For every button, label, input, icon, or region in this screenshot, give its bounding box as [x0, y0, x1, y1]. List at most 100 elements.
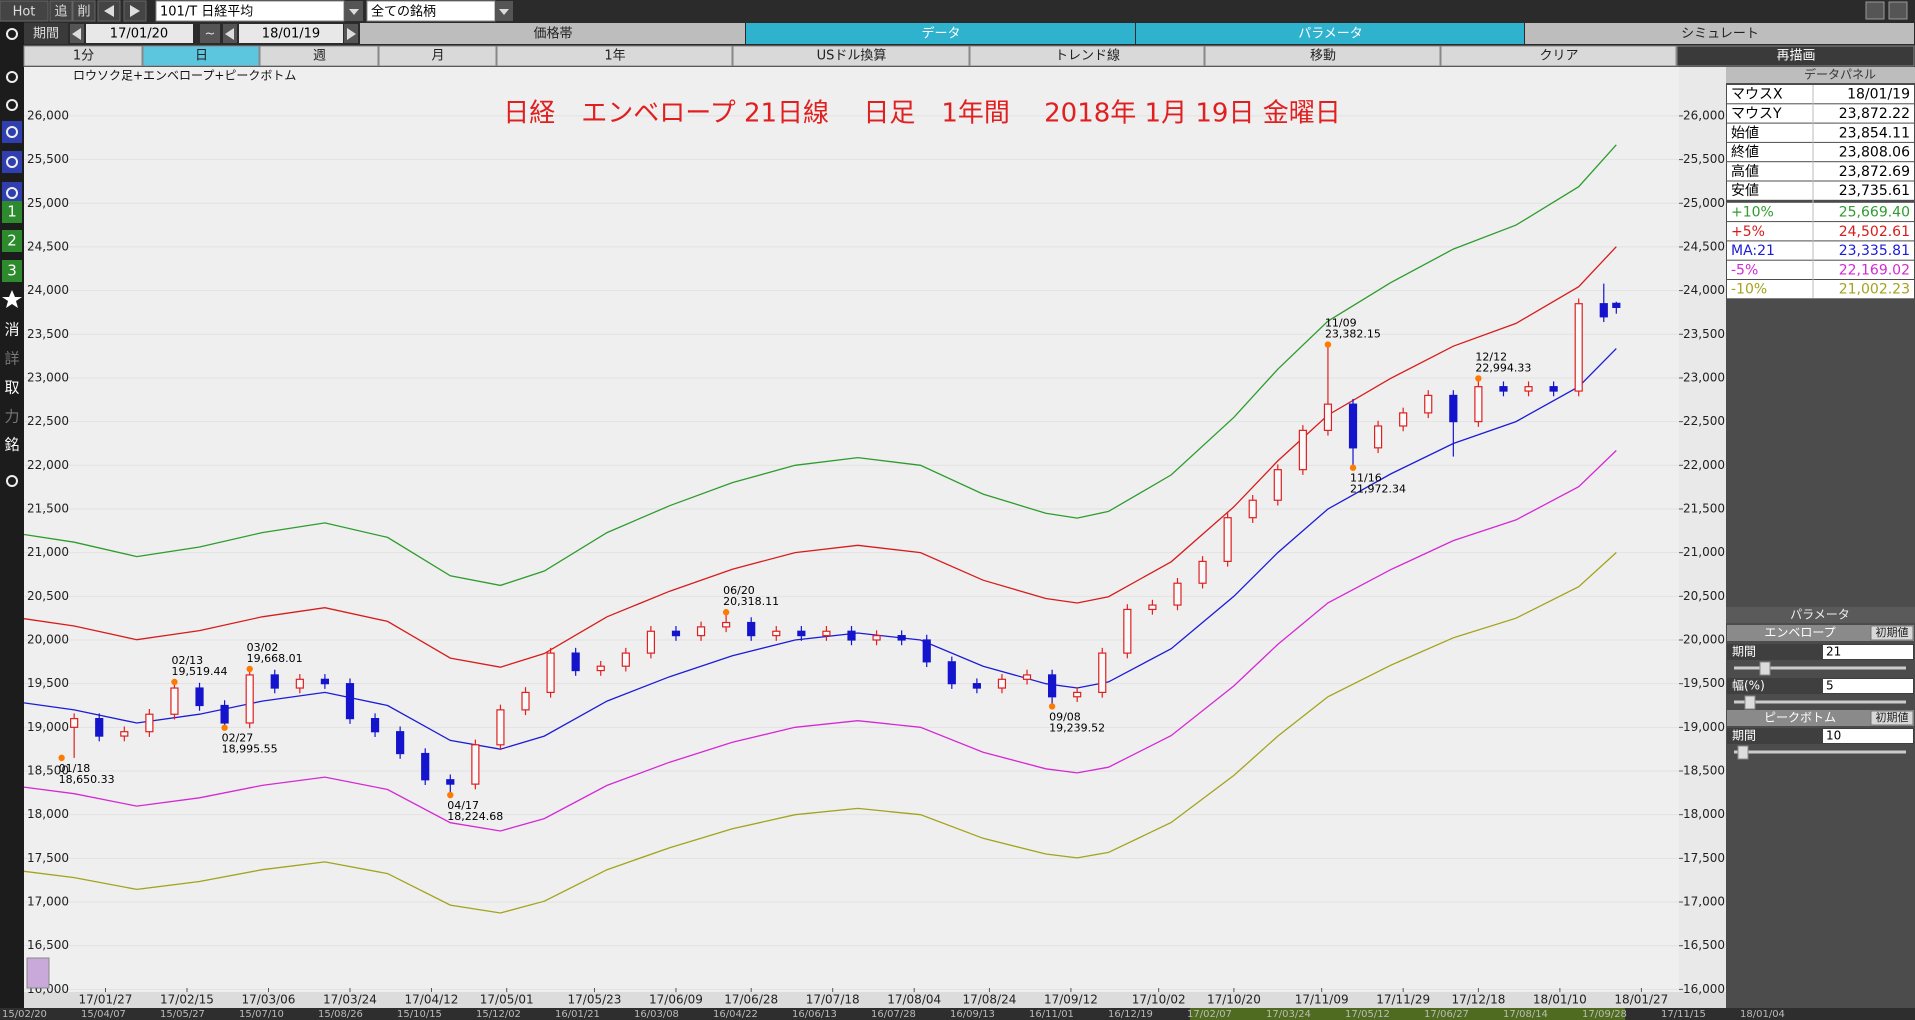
toolbar-button[interactable] [49, 0, 73, 22]
crosshair-button[interactable] [2, 66, 22, 88]
panel-tab[interactable] [1136, 23, 1524, 44]
candle-body [1048, 674, 1057, 698]
x-tick-label: 17/03/24 [323, 993, 377, 1007]
data-row-label: マウスY [1731, 106, 1782, 122]
y-tick-label: 23,500 [27, 327, 69, 341]
candle-body [421, 752, 430, 781]
param-title: パラメータ [1790, 608, 1850, 622]
period-label: 期間 [33, 27, 59, 42]
window-button[interactable] [1888, 1, 1908, 20]
y-tick-label: 21,000 [1683, 545, 1725, 559]
candle-body [245, 674, 254, 724]
y-tick-label: 21,500 [27, 501, 69, 515]
trend-tool-button[interactable] [2, 151, 22, 173]
reset-button[interactable] [1870, 710, 1914, 726]
candle-body [1612, 302, 1621, 308]
sidebar-button[interactable] [2, 348, 22, 370]
envelope-row-value: 25,669.40 [1839, 204, 1910, 220]
data-row-value: 23,808.06 [1839, 145, 1910, 161]
candle-body [396, 731, 405, 755]
candle-body [1098, 652, 1107, 694]
candle-body [1173, 582, 1182, 606]
y-tick-label: 17,500 [27, 851, 69, 865]
candle-body [521, 691, 530, 711]
sidebar-button[interactable] [2, 230, 22, 252]
view-tab[interactable] [259, 45, 379, 67]
y-tick-label: 26,000 [27, 108, 69, 122]
sidebar-button[interactable] [2, 406, 22, 428]
view-tab[interactable] [1440, 45, 1677, 67]
to-date: 18/01/19 [262, 27, 320, 42]
from-field[interactable] [86, 24, 193, 43]
peak-date: 02/13 [171, 654, 203, 667]
toolbar-button[interactable] [0, 0, 49, 22]
peak-value: 18,650.33 [59, 773, 115, 786]
sidebar-button[interactable] [2, 434, 22, 456]
reset-label: 初期値 [1876, 710, 1909, 724]
tilde: ~ [205, 27, 216, 42]
view-tab[interactable] [142, 45, 260, 67]
toolbar-button-label: Hot [13, 5, 36, 20]
param-input[interactable] [1823, 679, 1913, 693]
slider-thumb[interactable] [1737, 745, 1749, 760]
line-tool-icon [6, 126, 18, 138]
data-row [1727, 241, 1914, 260]
sidebar-button[interactable] [2, 377, 22, 399]
settings-icon [6, 475, 18, 487]
sidebar-label: 取 [4, 379, 19, 397]
mini-chart-button[interactable] [26, 957, 50, 989]
candle-body [872, 635, 881, 641]
slider-thumb[interactable] [1759, 661, 1771, 676]
symbol-field[interactable] [155, 0, 345, 22]
settings-button[interactable] [2, 470, 22, 492]
y-tick-label: 16,500 [1683, 938, 1725, 952]
data-row [1727, 260, 1914, 279]
overview-label: 16/01/21 [555, 1009, 600, 1020]
x-tick-label: 17/04/12 [405, 993, 459, 1007]
view-tab-label: 月 [431, 49, 444, 64]
panel-tab[interactable] [1525, 23, 1914, 44]
overview-label: 17/03/24 [1266, 1009, 1311, 1020]
envelope-row-label: +10% [1731, 204, 1774, 220]
candle-body [1449, 394, 1458, 423]
y-tick-label: 17,000 [27, 895, 69, 909]
data-row-label: マウスX [1731, 87, 1783, 103]
x-tick-label: 17/06/09 [649, 993, 703, 1007]
panel-tab[interactable] [746, 23, 1135, 44]
view-tab[interactable] [496, 45, 733, 67]
view-tab[interactable] [1676, 45, 1915, 67]
search-button[interactable] [2, 23, 22, 45]
param-input[interactable] [1823, 729, 1913, 743]
y-tick-label: 17,500 [1683, 851, 1725, 865]
prev-icon [72, 28, 81, 40]
next-icon [130, 5, 140, 17]
candle-body [1198, 560, 1207, 584]
window-button[interactable] [1865, 1, 1885, 20]
to-field[interactable] [239, 24, 343, 43]
flag-tool-button[interactable] [2, 182, 22, 204]
prev-icon [104, 5, 114, 17]
param-input[interactable] [1823, 645, 1913, 659]
data-panel-header [1726, 67, 1915, 83]
view-tab[interactable] [1204, 45, 1441, 67]
view-tab[interactable] [378, 45, 497, 67]
sidebar-label: 1 [7, 203, 17, 221]
data-row-value: 23,872.69 [1839, 164, 1910, 180]
param-value: 10 [1826, 729, 1841, 743]
view-tab[interactable] [969, 45, 1205, 67]
view-tab[interactable] [23, 45, 143, 67]
toolbar-button[interactable] [72, 0, 96, 22]
toolbar-button-label: 削 [77, 5, 90, 20]
candle-body [897, 635, 906, 641]
view-tab[interactable] [732, 45, 970, 67]
reset-button[interactable] [1870, 625, 1914, 641]
panel-tab[interactable] [360, 23, 745, 44]
slider-thumb[interactable] [1744, 695, 1756, 710]
camera-button[interactable] [2, 94, 22, 116]
sidebar-button[interactable] [2, 201, 22, 223]
sidebar-button[interactable] [2, 319, 22, 341]
x-tick-label: 17/07/18 [806, 993, 860, 1007]
line-tool-button[interactable] [2, 121, 22, 143]
sidebar-button[interactable] [2, 260, 22, 282]
